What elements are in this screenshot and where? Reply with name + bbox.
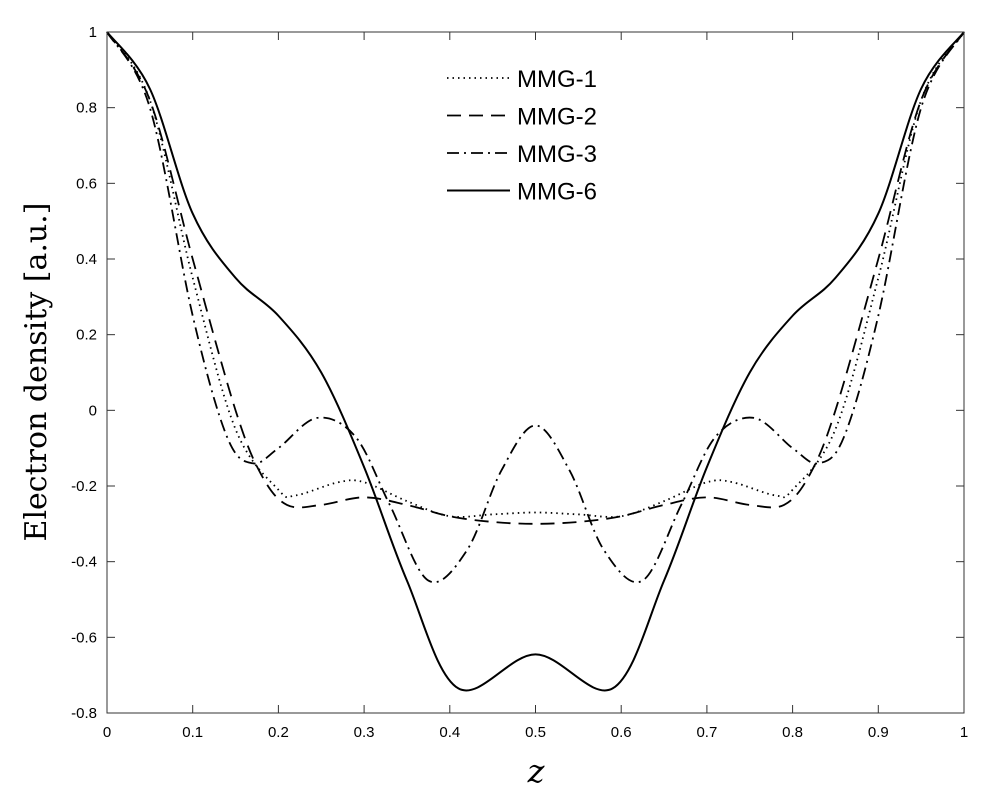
y-tick-label: 0.6	[76, 175, 97, 192]
x-axis-label: z	[527, 752, 546, 790]
x-tick-label: 0.1	[182, 724, 203, 741]
series-lines	[106, 31, 965, 692]
series-line-mmg-1	[106, 31, 965, 518]
x-tick-label: 1	[960, 724, 968, 741]
y-tick-label: -0.6	[71, 629, 97, 646]
legend-label: MMG-3	[517, 141, 597, 168]
legend: MMG-1 MMG-2 MMG-3 MMG-6	[447, 66, 597, 206]
y-tick-label: 1	[89, 24, 97, 41]
series-line-mmg-6	[106, 31, 965, 692]
y-tick-label: 0.2	[76, 327, 97, 344]
y-tick-label: -0.8	[71, 705, 97, 722]
x-tick-label: 0.7	[696, 724, 717, 741]
x-tick-label: 0.6	[611, 724, 632, 741]
x-tick-label: 0.2	[268, 724, 289, 741]
series-line-mmg-3	[106, 31, 965, 584]
y-tick-label: -0.4	[71, 554, 97, 571]
legend-label: MMG-1	[517, 66, 597, 93]
y-tick-label: 0	[89, 402, 97, 419]
x-tick-label: 0.9	[868, 724, 889, 741]
x-tick-label: 0	[103, 724, 111, 741]
series-line-mmg-2	[106, 31, 965, 525]
y-tick-label: 0.4	[76, 251, 97, 268]
x-tick-label: 0.5	[525, 724, 546, 741]
x-tick-label: 0.8	[782, 724, 803, 741]
axis-ticks: 0 0.1 0.2 0.3 0.4 0.5 0.6 0.7 0.8 0.9 1 -0.8 -0.6 -0.…	[71, 24, 968, 741]
legend-label: MMG-2	[517, 104, 597, 131]
x-tick-label: 0.3	[354, 724, 375, 741]
legend-label: MMG-6	[517, 179, 597, 206]
y-tick-label: 0.8	[76, 100, 97, 117]
y-tick-label: -0.2	[71, 478, 97, 495]
y-axis-label: Electron density [a.u.]	[19, 203, 54, 542]
plot-frame	[106, 31, 965, 714]
x-tick-label: 0.4	[439, 724, 460, 741]
